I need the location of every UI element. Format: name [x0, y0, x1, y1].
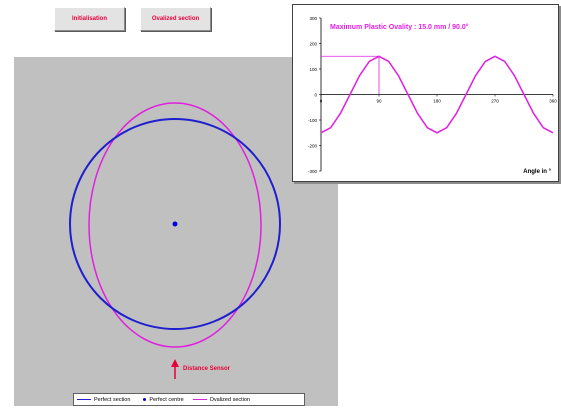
legend-item-perfect-centre: Perfect centre — [139, 396, 184, 403]
cross-section-view — [14, 57, 338, 406]
ovality-chart: Maximum Plastic Ovality : 15.0 mm / 90.0… — [308, 16, 557, 175]
distance-sensor-arrow-icon — [171, 359, 179, 379]
ovalized-section-line-icon — [192, 398, 207, 401]
ovalized-section-curve — [88, 102, 262, 348]
cross-section-canvas — [69, 102, 281, 379]
perfect-section-circle — [69, 118, 281, 330]
x-tick-label: 180 — [433, 99, 441, 104]
x-axis-label: Angle in ° — [523, 169, 551, 175]
ovality-chart-panel: Maximum Plastic Ovality : 15.0 mm / 90.0… — [292, 4, 559, 182]
ovalized-section-button[interactable]: Ovalized section — [140, 7, 211, 31]
perfect-centre-dot — [172, 221, 178, 227]
perfect-centre-dot-icon — [143, 398, 147, 401]
section-legend: Perfect section Perfect centre Ovalized … — [73, 393, 305, 406]
y-tick-label: -300 — [308, 169, 318, 174]
legend-item-ovalized-section: Ovalized section — [192, 396, 250, 403]
y-tick-label: -200 — [308, 144, 318, 149]
chart-title: Maximum Plastic Ovality : 15.0 mm / 90.0… — [330, 23, 469, 31]
legend-label: Perfect centre — [149, 396, 184, 403]
initialisation-button[interactable]: Initialisation — [54, 7, 125, 31]
y-tick-label: 100 — [309, 67, 317, 72]
x-tick-label: 90 — [376, 99, 382, 104]
chart-marks — [320, 55, 554, 134]
y-tick-label: 0 — [314, 93, 317, 98]
x-tick-label: 0 — [320, 99, 323, 104]
legend-label: Ovalized section — [209, 396, 250, 403]
legend-label: Perfect section — [94, 396, 131, 403]
x-tick-label: 270 — [491, 99, 499, 104]
legend-item-perfect-section: Perfect section — [77, 397, 130, 403]
chart-axes: 300 200 100 0 -100 -200 -300 0 90 180 270 360 — [308, 16, 557, 174]
ovality-series-line — [320, 55, 554, 134]
perfect-section-line-icon — [77, 398, 91, 401]
x-tick-label: 360 — [549, 99, 557, 104]
y-tick-label: 300 — [309, 16, 317, 21]
y-tick-label: 200 — [309, 42, 317, 47]
distance-sensor-label: Distance Sensor — [183, 366, 231, 372]
y-tick-label: -100 — [308, 118, 318, 123]
